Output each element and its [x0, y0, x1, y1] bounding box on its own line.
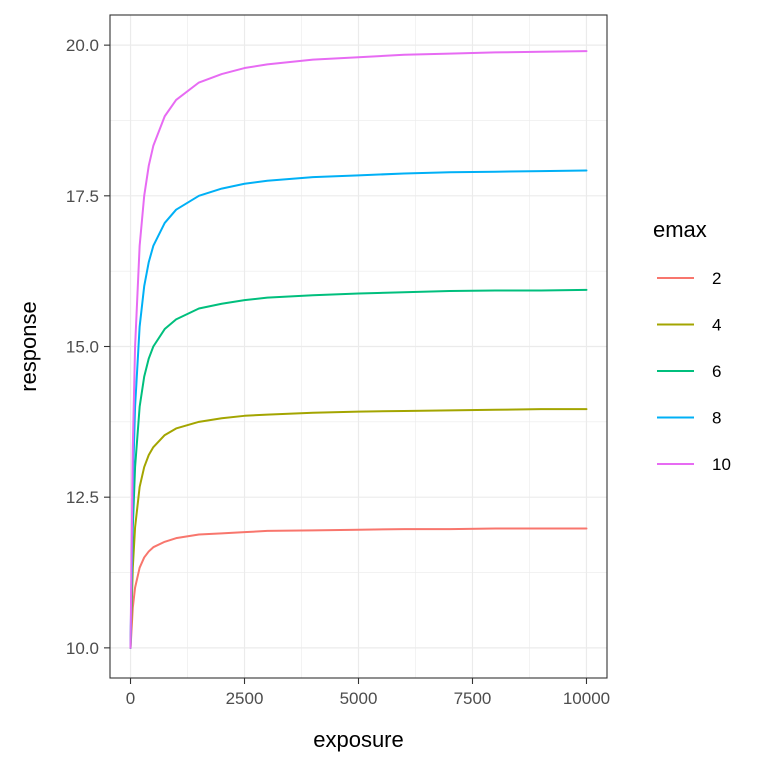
x-tick-label: 5000 — [340, 689, 378, 708]
x-tick-label: 0 — [126, 689, 135, 708]
legend: emax 2 4 6 8 10 — [653, 217, 731, 474]
x-axis-title: exposure — [313, 727, 404, 752]
legend-label-emax-10: 10 — [712, 455, 731, 474]
legend-label-emax-4: 4 — [712, 316, 721, 335]
y-tick-label: 20.0 — [66, 36, 99, 55]
legend-label-emax-6: 6 — [712, 362, 721, 381]
major-grid — [110, 15, 607, 678]
y-tick-label: 12.5 — [66, 488, 99, 507]
x-axis: 0 2500 5000 7500 10000 — [126, 678, 610, 708]
y-axis: 10.0 12.5 15.0 17.5 20.0 — [66, 36, 110, 658]
y-axis-title: response — [16, 301, 41, 392]
series-layer — [129, 50, 588, 649]
x-tick-label: 2500 — [226, 689, 264, 708]
legend-label-emax-2: 2 — [712, 269, 721, 288]
series-line-emax-4 — [129, 408, 588, 649]
series-line-emax-6 — [129, 288, 588, 649]
y-tick-label: 10.0 — [66, 639, 99, 658]
legend-label-emax-8: 8 — [712, 409, 721, 428]
series-line-emax-8 — [129, 169, 588, 649]
y-tick-label: 17.5 — [66, 187, 99, 206]
x-tick-label: 10000 — [563, 689, 610, 708]
y-tick-label: 15.0 — [66, 338, 99, 357]
series-line-emax-2 — [129, 527, 588, 649]
series-line-emax-10 — [129, 50, 588, 649]
x-tick-label: 7500 — [454, 689, 492, 708]
legend-title: emax — [653, 217, 707, 242]
